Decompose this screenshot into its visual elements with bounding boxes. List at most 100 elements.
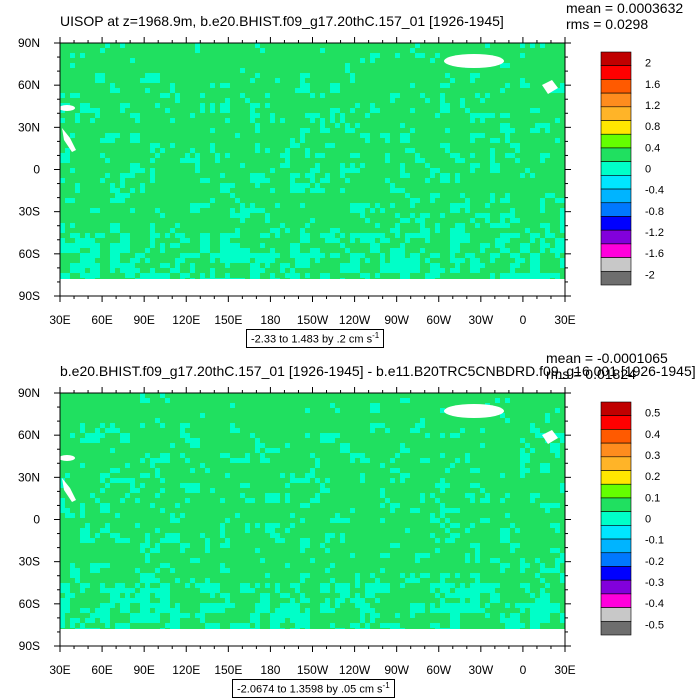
speckle-cell [115, 428, 120, 433]
speckle-cell [530, 608, 535, 613]
speckle-cell [190, 113, 195, 118]
speckle-cell [140, 593, 145, 598]
speckle-cell [110, 593, 115, 598]
speckle-cell [60, 153, 65, 158]
speckle-cell [355, 603, 360, 608]
speckle-cell [305, 113, 310, 118]
speckle-cell [225, 603, 230, 608]
speckle-cell [320, 178, 325, 183]
speckle-cell [75, 118, 80, 123]
speckle-cell [535, 608, 540, 613]
speckle-cell [165, 563, 170, 568]
speckle-cell [480, 498, 485, 503]
speckle-cell [170, 243, 175, 248]
speckle-cell [445, 588, 450, 593]
speckle-cell [230, 243, 235, 248]
speckle-cell [300, 253, 305, 258]
speckle-cell [390, 188, 395, 193]
x-tick-label: 30E [554, 313, 575, 327]
speckle-cell [465, 203, 470, 208]
speckle-cell [555, 523, 560, 528]
speckle-cell [190, 468, 195, 473]
colorbar-swatch [600, 415, 632, 430]
speckle-cell [435, 608, 440, 613]
speckle-cell [80, 608, 85, 613]
speckle-cell [135, 488, 140, 493]
speckle-cell [425, 163, 430, 168]
speckle-cell [225, 153, 230, 158]
colorbar-swatch [600, 620, 632, 636]
speckle-cell [145, 88, 150, 93]
speckle-cell [105, 508, 110, 513]
speckle-cell [355, 453, 360, 458]
speckle-cell [85, 618, 90, 623]
speckle-cell [360, 253, 365, 258]
speckle-cell [470, 608, 475, 613]
speckle-cell [455, 203, 460, 208]
speckle-cell [485, 493, 490, 498]
x-tick-label: 60W [426, 663, 451, 677]
speckle-cell [125, 263, 130, 268]
speckle-cell [470, 268, 475, 273]
speckle-cell [210, 198, 215, 203]
speckle-cell [100, 603, 105, 608]
speckle-cell [445, 148, 450, 153]
speckle-cell [180, 423, 185, 428]
speckle-cell [180, 543, 185, 548]
speckle-cell [530, 43, 535, 48]
speckle-cell [405, 268, 410, 273]
speckle-cell [115, 263, 120, 268]
speckle-cell [435, 168, 440, 173]
speckle-cell [540, 203, 545, 208]
speckle-cell [315, 113, 320, 118]
speckle-cell [355, 583, 360, 588]
speckle-cell [310, 498, 315, 503]
speckle-cell [100, 588, 105, 593]
speckle-cell [195, 203, 200, 208]
speckle-cell [305, 73, 310, 78]
speckle-cell [545, 468, 550, 473]
speckle-cell [355, 258, 360, 263]
speckle-cell [275, 78, 280, 83]
speckle-cell [150, 463, 155, 468]
colorbar-swatch [600, 51, 632, 67]
speckle-cell [445, 508, 450, 513]
speckle-cell [390, 458, 395, 463]
speckle-cell [75, 573, 80, 578]
speckle-cell [540, 463, 545, 468]
speckle-cell [425, 258, 430, 263]
speckle-cell [515, 158, 520, 163]
speckle-cell [260, 233, 265, 238]
speckle-cell [75, 263, 80, 268]
speckle-cell [350, 128, 355, 133]
speckle-cell [490, 588, 495, 593]
speckle-cell [300, 503, 305, 508]
speckle-cell [195, 443, 200, 448]
speckle-cell [245, 483, 250, 488]
colorbar-swatch [600, 229, 632, 245]
speckle-cell [220, 258, 225, 263]
speckle-cell [540, 158, 545, 163]
speckle-cell [560, 213, 565, 218]
speckle-cell [270, 228, 275, 233]
speckle-cell [130, 613, 135, 618]
speckle-cell [120, 538, 125, 543]
speckle-cell [405, 273, 410, 278]
speckle-cell [525, 168, 530, 173]
speckle-cell [165, 533, 170, 538]
speckle-cell [280, 223, 285, 228]
speckle-cell [495, 168, 500, 173]
speckle-cell [105, 483, 110, 488]
speckle-cell [240, 458, 245, 463]
speckle-cell [450, 233, 455, 238]
speckle-cell [305, 263, 310, 268]
speckle-cell [455, 433, 460, 438]
speckle-cell [110, 263, 115, 268]
speckle-cell [220, 523, 225, 528]
speckle-cell [440, 578, 445, 583]
speckle-cell [460, 203, 465, 208]
speckle-cell [110, 188, 115, 193]
speckle-cell [320, 488, 325, 493]
speckle-cell [435, 623, 440, 628]
speckle-cell [470, 498, 475, 503]
